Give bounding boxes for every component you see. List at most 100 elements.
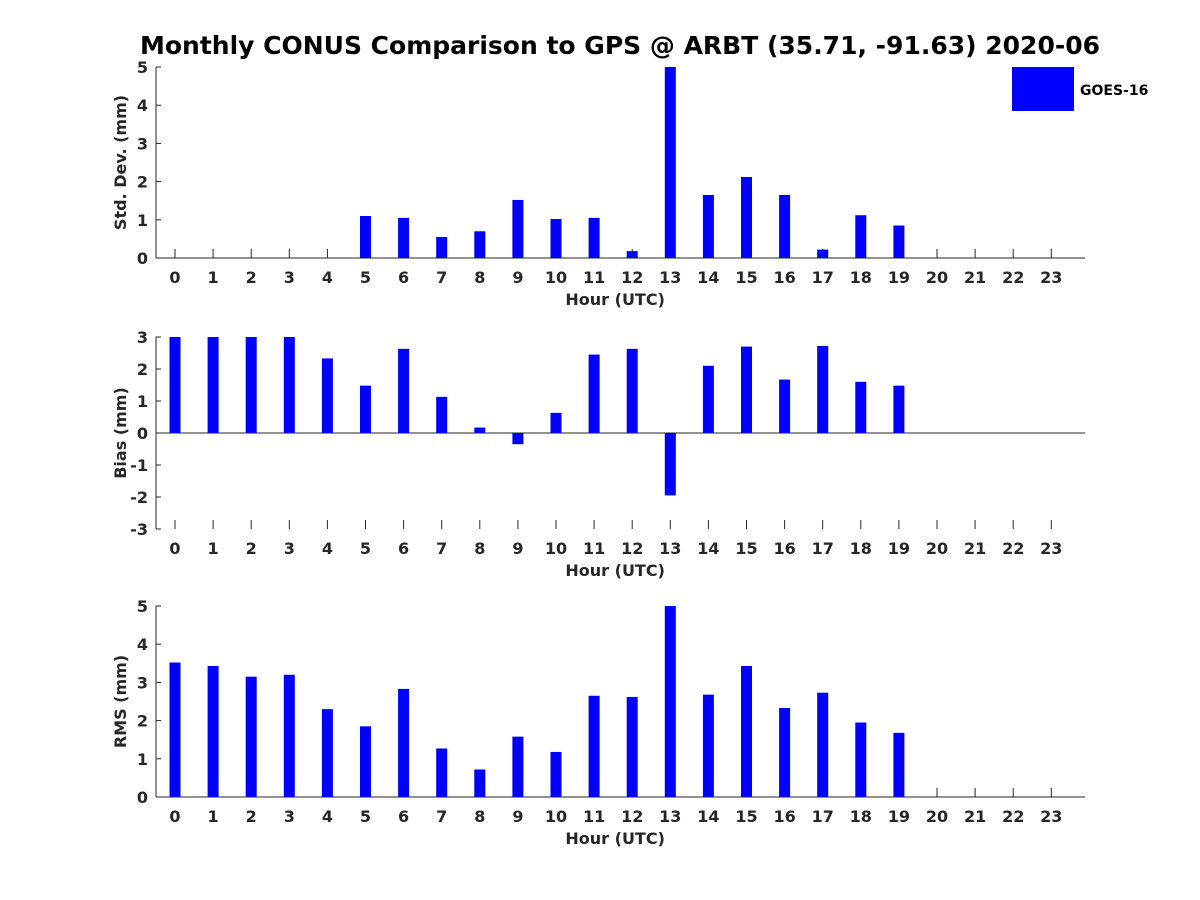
panel-std-dev-bar-hour-10 [550,219,562,258]
panel-rms-xlabel: Hour (UTC) [565,829,665,848]
panel-bias-xtick-label: 23 [1040,539,1062,558]
panel-std-dev-bar-hour-7 [436,236,448,258]
panel-rms-xtick-label: 10 [545,807,567,826]
panel-rms-bar-hour-1 [207,665,219,797]
panel-bias-bar-hour-16 [779,379,791,433]
panel-bias-xtick-label: 4 [322,539,333,558]
panel-std-dev-xtick-label: 0 [169,268,180,287]
panel-bias-bar-hour-0 [169,337,181,433]
chart-title: Monthly CONUS Comparison to GPS @ ARBT (… [140,31,1100,60]
panel-bias-xtick-label: 17 [812,539,834,558]
panel-std-dev-ytick-label: 1 [137,211,148,230]
panel-bias-ytick-label: 2 [137,360,148,379]
panel-std-dev-xlabel: Hour (UTC) [565,290,665,309]
legend-label-goes-16: GOES-16 [1080,83,1148,99]
panel-std-dev-bar-hour-14 [702,194,714,258]
panel-std-dev-ytick-label: 5 [137,58,148,77]
panel-bias-xtick-label: 13 [659,539,681,558]
panel-std-dev-bar-hour-13 [664,67,676,258]
panel-rms-bar-hour-16 [779,707,791,797]
panel-rms-bar-hour-19 [893,732,905,797]
panel-bias-ytick-label: 3 [137,328,148,347]
panel-rms-bar-hour-3 [283,674,295,797]
panel-bias-bar-hour-10 [550,412,562,433]
legend: GOES-16 [1012,67,1148,111]
panel-rms-xtick-label: 13 [659,807,681,826]
panel-bias-xtick-label: 22 [1002,539,1024,558]
panel-std-dev-bar-hour-18 [855,215,867,258]
panel-bias-bar-hour-6 [398,348,410,433]
panel-rms-ytick-label: 0 [137,788,148,807]
panel-rms-xtick-label: 20 [926,807,948,826]
panel-rms-xtick-label: 14 [697,807,719,826]
panel-bias-xtick-label: 12 [621,539,643,558]
panel-rms-xtick-label: 16 [773,807,795,826]
panel-rms-xtick-label: 9 [512,807,523,826]
panel-rms-xtick-label: 0 [169,807,180,826]
panel-rms-bar-hour-17 [817,692,829,797]
panel-std-dev-bar-hour-11 [588,217,600,258]
panel-std-dev-bar-hour-5 [360,215,371,258]
panel-rms-xtick-label: 15 [735,807,757,826]
panel-bias-bar-hour-14 [702,365,714,433]
panel-bias-ytick-label: -1 [130,456,148,475]
panel-std-dev-bar-hour-9 [512,199,524,258]
panel-bias-xtick-label: 10 [545,539,567,558]
panel-bias-xtick-label: 5 [360,539,371,558]
panel-std-dev-ytick-label: 0 [137,249,148,268]
panel-std-dev-xtick-label: 4 [322,268,333,287]
panel-bias-xtick-label: 6 [398,539,409,558]
panel-bias-xtick-label: 11 [583,539,605,558]
panel-bias-xtick-label: 9 [512,539,523,558]
panel-rms-ytick-label: 2 [137,712,148,731]
panel-bias-bar-hour-18 [855,381,867,433]
panel-std-dev-xtick-label: 8 [474,268,485,287]
panel-bias-xtick-label: 0 [169,539,180,558]
panel-std-dev-ytick-label: 2 [137,173,148,192]
panel-std-dev-xtick-label: 15 [735,268,757,287]
panel-rms-bar-hour-14 [702,694,714,797]
panel-rms-bar-hour-0 [169,662,181,797]
panel-std-dev-xtick-label: 7 [436,268,447,287]
panel-std-dev-xtick-label: 21 [964,268,986,287]
panel-bias-bar-hour-7 [436,396,448,433]
panel-std-dev-bar-hour-19 [893,225,905,258]
panel-rms-xtick-label: 11 [583,807,605,826]
panel-std-dev-xtick-label: 16 [773,268,795,287]
panel-rms-xtick-label: 17 [812,807,834,826]
panel-bias-xtick-label: 8 [474,539,485,558]
panel-bias-xtick-label: 1 [208,539,219,558]
panel-bias-bar-hour-11 [588,354,600,433]
panel-rms-bar-hour-13 [664,606,676,797]
panel-std-dev-ytick-label: 3 [137,134,148,153]
panel-std-dev-xtick-label: 5 [360,268,371,287]
panel-rms-xtick-label: 23 [1040,807,1062,826]
panel-rms-xtick-label: 7 [436,807,447,826]
panel-rms-ylabel: RMS (mm) [111,655,130,748]
panel-bias-xtick-label: 21 [964,539,986,558]
panel-bias-xtick-label: 14 [697,539,719,558]
panel-std-dev-bar-hour-12 [626,251,638,258]
panel-bias-bar-hour-8 [474,427,486,433]
panel-rms-ytick-label: 1 [137,750,148,769]
panel-rms-ytick-label: 4 [137,635,148,654]
panel-std-dev-xtick-label: 23 [1040,268,1062,287]
panel-rms-bar-hour-18 [855,722,867,797]
panel-bias-bar-hour-17 [817,345,829,433]
panel-rms-xtick-label: 21 [964,807,986,826]
panel-bias-ytick-label: 1 [137,392,148,411]
panel-bias-bar-hour-1 [207,337,219,433]
panel-rms-bar-hour-9 [512,736,524,797]
panel-rms-bar-hour-6 [398,688,410,797]
panel-rms-bar-hour-15 [741,665,752,797]
panel-std-dev-xtick-label: 18 [850,268,872,287]
panel-std-dev-xtick-label: 3 [284,268,295,287]
panel-bias-ylabel: Bias (mm) [111,387,130,479]
panel-bias-xtick-label: 15 [735,539,757,558]
panel-bias-xlabel: Hour (UTC) [565,561,665,580]
panel-bias-bar-hour-9 [512,433,524,445]
panel-bias-bar-hour-2 [245,337,257,433]
